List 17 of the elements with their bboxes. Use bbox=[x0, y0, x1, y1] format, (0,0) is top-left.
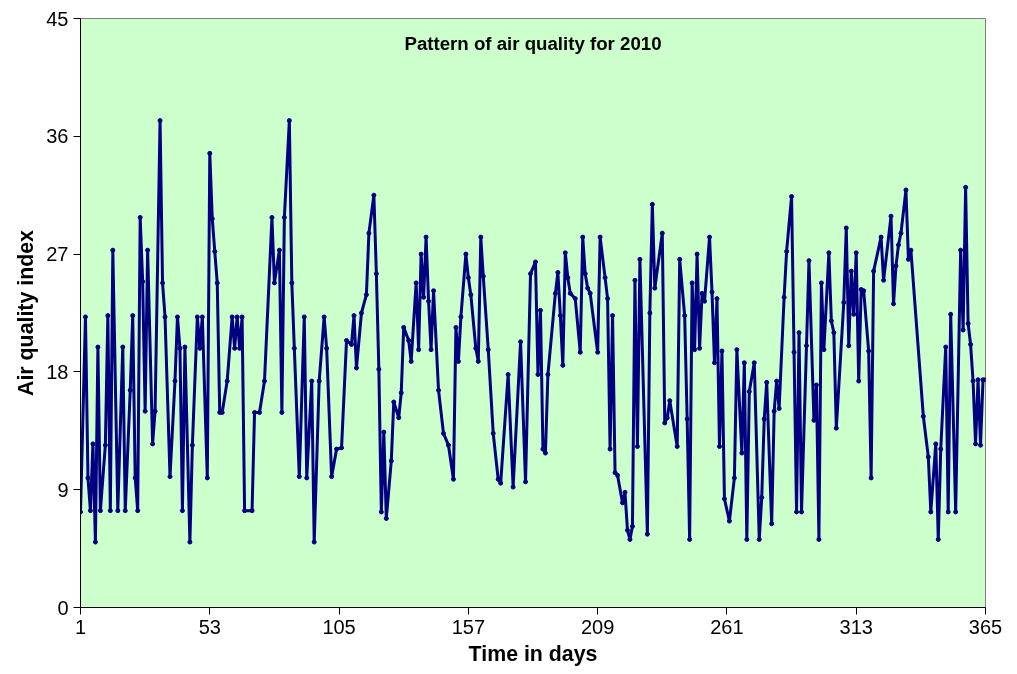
y-tick-label: 27 bbox=[46, 243, 69, 266]
x-tick-label: 53 bbox=[198, 615, 221, 638]
x-tick-label: 1 bbox=[74, 615, 87, 638]
x-axis-title: Time in days bbox=[468, 641, 598, 666]
y-tick-label: 0 bbox=[57, 596, 69, 619]
x-tick-label: 365 bbox=[968, 615, 1003, 638]
text: Pattern of air quality for 2010 bbox=[404, 32, 662, 54]
y-tick-label: 36 bbox=[46, 125, 69, 148]
y-tick-label: 45 bbox=[46, 7, 69, 30]
y-tick-label: 9 bbox=[57, 478, 69, 501]
y-tick-label: 18 bbox=[46, 360, 69, 383]
x-tick-label: 261 bbox=[710, 615, 744, 638]
y-axis-title: Air quality index bbox=[14, 229, 39, 396]
x-tick-label: 105 bbox=[322, 615, 356, 638]
x-tick-label: 313 bbox=[839, 615, 873, 638]
x-tick-label: 209 bbox=[580, 615, 615, 638]
x-tick-label: 157 bbox=[451, 615, 486, 638]
